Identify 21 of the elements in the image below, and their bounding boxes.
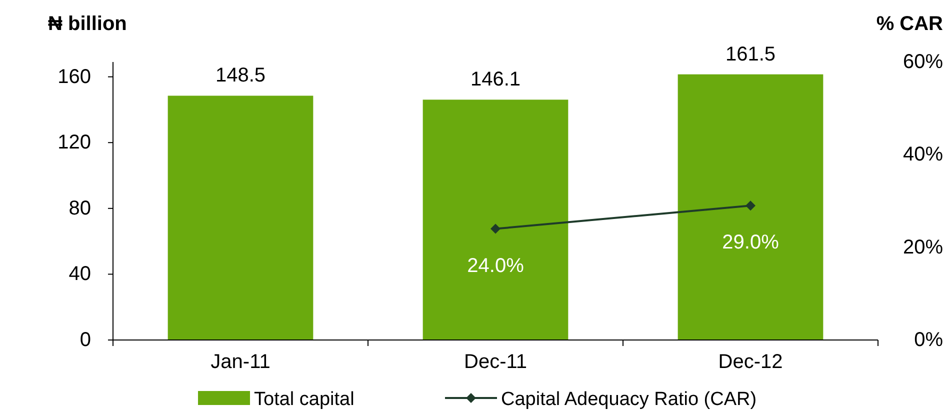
y-tick-label: 160 — [58, 66, 91, 88]
data-label: 161.5 — [725, 43, 776, 66]
y2-tick-label: 0% — [914, 329, 944, 351]
y-tick-label: 80 — [68, 197, 91, 220]
data-label: 24.0% — [467, 254, 524, 277]
data-label: 146.1 — [470, 68, 521, 91]
data-label: 29.0% — [722, 232, 780, 254]
legend-label: Capital Adequacy Ratio (CAR) — [501, 389, 757, 410]
y-tick-label: 120 — [58, 132, 91, 154]
y-tick-label: 0 — [80, 329, 91, 351]
x-tick-label: Dec-12 — [718, 351, 783, 373]
legend-label: Total capital — [254, 389, 354, 410]
x-tick-label: Jan-11 — [210, 351, 270, 373]
y2-tick-label: 40% — [902, 144, 944, 166]
data-label: 148.5 — [215, 64, 266, 87]
x-tick-label: Dec-11 — [464, 351, 527, 373]
y-tick-label: 40 — [68, 263, 91, 286]
y2-tick-label: 60% — [902, 51, 944, 73]
y2-tick-label: 20% — [902, 236, 944, 258]
y-axis-title: ₦ billion — [48, 13, 127, 35]
y2-axis-title: % CAR — [876, 13, 944, 35]
